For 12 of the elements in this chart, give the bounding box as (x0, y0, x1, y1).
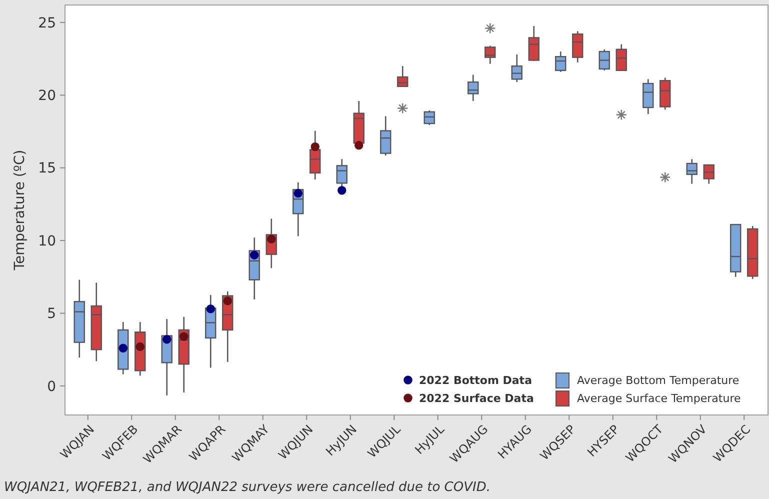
y-axis-title: Temperature (ºC) (12, 150, 28, 272)
legend-label: 2022 Bottom Data (419, 374, 532, 387)
y-tick-label: 10 (38, 233, 56, 250)
legend-label: Average Surface Temperature (577, 392, 741, 405)
y-tick-label: 15 (38, 160, 56, 177)
y-tick-label: 20 (38, 88, 56, 104)
text: WQJAN21, WQFEB21, and WQJAN22 surveys were cancelled due to COVID. (4, 480, 490, 495)
y-tick-label: 0 (47, 378, 56, 395)
legend-label: Average Bottom Temperature (577, 374, 740, 387)
y-tick-label: 5 (47, 306, 56, 322)
legend-label: 2022 Surface Data (419, 392, 534, 405)
y-tick-label: 25 (38, 15, 56, 32)
